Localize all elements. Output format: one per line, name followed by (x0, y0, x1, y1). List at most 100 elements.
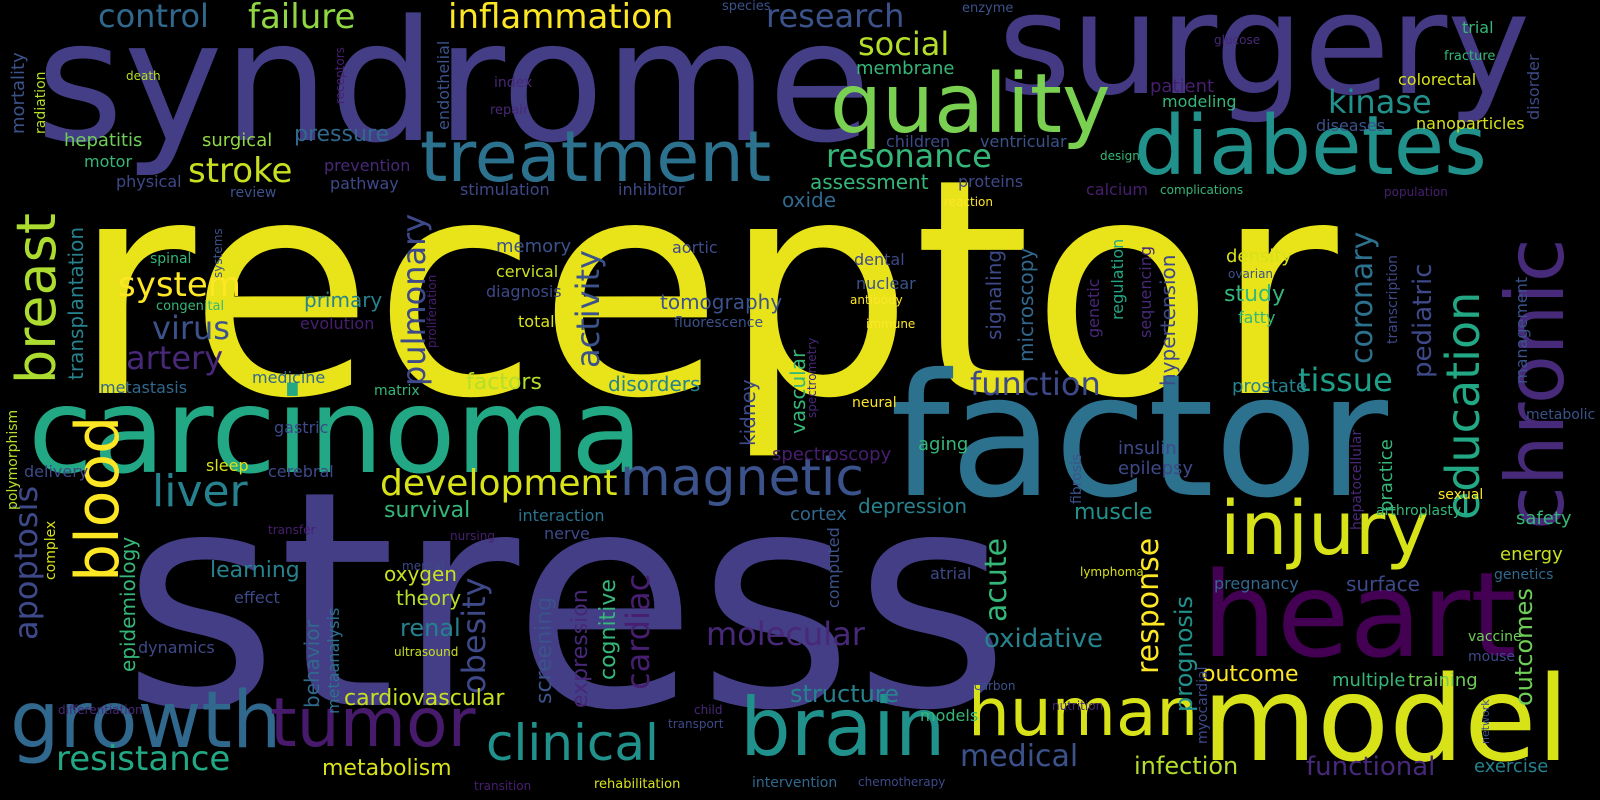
word: prevention (324, 156, 411, 175)
word: nutrition (1052, 699, 1104, 713)
word: learning (210, 558, 300, 583)
word: hepatocellular (1349, 429, 1365, 530)
word: growth (10, 676, 282, 766)
word: hypertension (1156, 254, 1180, 386)
word: genetic (1084, 278, 1103, 339)
word: factors (466, 370, 542, 395)
word: population (1384, 185, 1448, 199)
word: brain (740, 681, 946, 774)
word: resistance (56, 739, 231, 779)
word: pathway (330, 174, 399, 193)
word: nursing (450, 529, 495, 543)
word: interaction (518, 506, 605, 525)
word: system (118, 265, 241, 305)
word: medical (960, 739, 1079, 774)
word: total (518, 312, 555, 331)
word: oxidative (984, 624, 1103, 654)
word: research (766, 0, 905, 35)
word: kidney (736, 379, 760, 446)
word: oxygen (384, 562, 457, 586)
word: metabolism (322, 756, 452, 781)
word: proliferation (425, 274, 439, 348)
word: design (1100, 149, 1140, 163)
word: management (1512, 276, 1531, 384)
word: aging (918, 434, 969, 455)
word: polymorphism (5, 409, 21, 510)
word: disorder (1524, 54, 1543, 120)
word: coronary (1345, 231, 1380, 364)
word: complications (1160, 183, 1244, 197)
word: fracture (1444, 49, 1496, 64)
word: stroke (188, 151, 293, 191)
word: fibrosis (1069, 453, 1085, 504)
word: differentiation (58, 703, 143, 717)
word: injury (1220, 486, 1430, 572)
word: activity (569, 250, 607, 368)
word: nuclear (856, 274, 916, 293)
word: treatment (420, 116, 772, 198)
word: transport (668, 717, 724, 731)
word: vaccine (1468, 629, 1522, 645)
word: stimulation (460, 180, 550, 199)
word: obesity (455, 577, 493, 694)
word: cortex (790, 504, 847, 525)
word: computed (824, 527, 843, 608)
word: metabolic (1526, 407, 1596, 423)
word: signaling (982, 249, 1006, 340)
word: energy (1500, 544, 1563, 565)
word: gastric (274, 418, 329, 437)
word: heart (1202, 546, 1517, 684)
word: assessment (810, 170, 929, 194)
word: fatty (1238, 308, 1276, 327)
word: survival (384, 498, 471, 523)
word: expression (568, 589, 593, 708)
word: screening (532, 596, 557, 704)
word: endothelial (434, 40, 453, 130)
word: proteins (958, 172, 1024, 191)
word: acute (979, 537, 1014, 622)
word: metastasis (100, 378, 188, 397)
word: transcription (1385, 254, 1401, 344)
word: insulin (1118, 438, 1177, 459)
word: resonance (826, 137, 992, 175)
word: chronic (1489, 238, 1582, 530)
word: glucose (1214, 33, 1261, 47)
word: enzyme (962, 1, 1014, 16)
word: failure (248, 0, 356, 37)
word: pregnancy (1214, 574, 1299, 593)
word: primary (304, 288, 383, 312)
word: mortality (8, 52, 29, 134)
word: function (970, 365, 1101, 403)
word: transplantation (64, 226, 88, 380)
word: model (1202, 650, 1570, 788)
word: virus (152, 309, 230, 347)
word: dental (854, 250, 905, 269)
word: human (968, 674, 1199, 751)
word: muscle (1074, 500, 1153, 525)
word: immune (866, 317, 916, 331)
word: exercise (1474, 756, 1549, 777)
word: cardiovascular (344, 686, 505, 711)
word: metaanalysis (324, 607, 343, 714)
word: evolution (300, 314, 375, 333)
word: membrane (856, 58, 955, 79)
word: molecular (706, 615, 865, 653)
word: response (1131, 537, 1166, 674)
word: rehabilitation (594, 777, 681, 792)
word: child (694, 703, 723, 717)
word: safety (1516, 508, 1572, 529)
word: myocardial (1195, 666, 1211, 744)
word: diabetes (1134, 99, 1487, 194)
word: memory (496, 236, 572, 257)
word: carbon (974, 679, 1016, 693)
word: clinical (486, 714, 659, 772)
word: chemotherapy (858, 775, 946, 789)
word: sexual (1438, 487, 1484, 503)
word: complex (43, 520, 59, 580)
word: ultrasound (394, 645, 459, 659)
word: delivery (24, 462, 89, 481)
word: surgical (202, 130, 273, 151)
word: lymphoma (1080, 565, 1144, 579)
word: network (1479, 699, 1492, 744)
word: antibody (850, 293, 903, 307)
